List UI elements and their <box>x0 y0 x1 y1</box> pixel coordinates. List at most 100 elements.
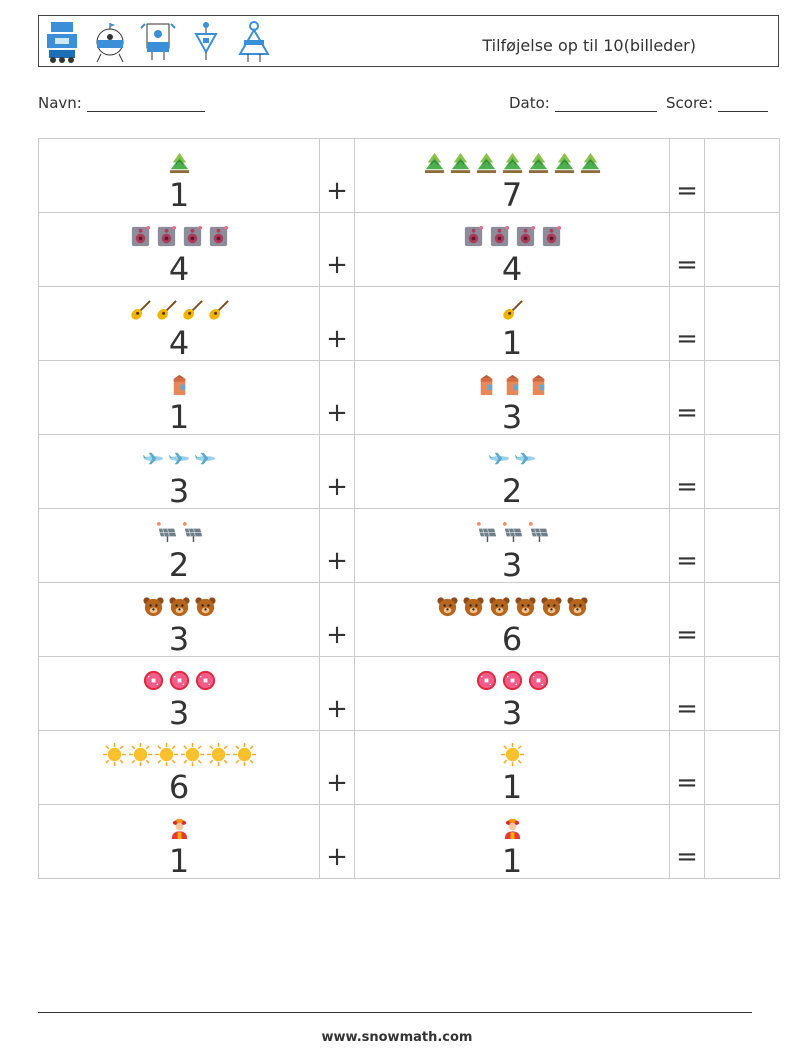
right-icon-group <box>355 594 669 622</box>
airplane-icon <box>168 447 191 474</box>
equals-sign-cell: = <box>669 508 705 583</box>
equals-sign-cell: = <box>669 656 705 731</box>
tree-icon <box>579 151 602 178</box>
answer-cell[interactable] <box>704 286 780 361</box>
speaker-icon <box>540 225 563 252</box>
guitar-icon <box>155 299 178 326</box>
answer-cell[interactable] <box>704 582 780 657</box>
left-icon-group <box>39 224 319 252</box>
equals-sign-cell: = <box>669 212 705 287</box>
problem-row: 3 +2 = <box>38 434 780 510</box>
answer-cell[interactable] <box>704 212 780 287</box>
donut-icon <box>475 669 498 696</box>
plus-sign-cell: + <box>319 212 355 287</box>
plus-sign-cell: + <box>319 434 355 509</box>
problem-row: 4 +1 = <box>38 286 780 362</box>
tree-icon <box>423 151 446 178</box>
left-operand-number: 1 <box>168 175 190 214</box>
answer-cell[interactable] <box>704 730 780 805</box>
right-operand-number: 1 <box>501 841 523 880</box>
plus-sign: + <box>326 620 348 650</box>
problem-row: 2 +3 = <box>38 508 780 584</box>
right-operand-number: 3 <box>501 545 523 584</box>
answer-cell[interactable] <box>704 656 780 731</box>
right-operand-cell: 1 <box>354 286 670 362</box>
answer-cell[interactable] <box>704 508 780 583</box>
name-field: Navn: <box>38 94 205 112</box>
left-operand-number: 4 <box>168 249 190 288</box>
tree-icon <box>168 151 191 178</box>
date-blank[interactable] <box>554 97 657 112</box>
left-operand-number: 3 <box>168 471 190 510</box>
left-icon-group <box>39 742 319 770</box>
tree-icon <box>527 151 550 178</box>
answer-cell[interactable] <box>704 434 780 509</box>
firefighter-icon <box>501 817 524 844</box>
problem-row: 1 +7 = <box>38 138 780 214</box>
problem-row: 3 +3 = <box>38 656 780 731</box>
equals-sign-cell: = <box>669 804 705 879</box>
left-icon-group <box>39 150 319 178</box>
score-blank[interactable] <box>717 97 768 112</box>
guitar-icon <box>129 299 152 326</box>
airplane-icon <box>142 447 165 474</box>
right-operand-cell: 4 <box>354 212 670 288</box>
left-operand-number: 4 <box>168 323 190 362</box>
left-operand-cell: 6 <box>38 730 320 805</box>
robot-4-icon <box>187 20 225 64</box>
equals-sign: = <box>676 546 698 576</box>
plus-sign: + <box>326 176 348 206</box>
equals-sign: = <box>676 842 698 872</box>
right-icon-group <box>355 668 669 696</box>
date-field: Dato: <box>509 94 657 112</box>
left-icon-group <box>39 520 319 548</box>
bear-icon <box>436 595 459 622</box>
answer-cell[interactable] <box>704 804 780 879</box>
robot-icon-row <box>43 20 273 64</box>
milk-carton-icon <box>475 373 498 400</box>
footer-divider <box>38 1012 752 1013</box>
milk-carton-icon <box>527 373 550 400</box>
bear-icon <box>566 595 589 622</box>
speaker-icon <box>129 225 152 252</box>
left-icon-group <box>39 298 319 326</box>
robot-1-icon <box>43 20 81 64</box>
donut-icon <box>527 669 550 696</box>
speaker-icon <box>488 225 511 252</box>
problem-row: 4 +4 = <box>38 212 780 288</box>
equals-sign-cell: = <box>669 582 705 657</box>
sun-icon <box>128 742 152 770</box>
equals-sign: = <box>676 176 698 206</box>
robot-3-icon <box>139 20 177 64</box>
left-icon-group <box>39 816 319 844</box>
guitar-icon <box>501 299 524 326</box>
right-operand-number: 1 <box>501 767 523 806</box>
tree-icon <box>449 151 472 178</box>
guitar-icon <box>207 299 230 326</box>
donut-icon <box>501 669 524 696</box>
plus-sign: + <box>326 250 348 280</box>
name-label: Navn: <box>38 94 82 112</box>
footer-url: www.snowmath.com <box>321 1030 473 1045</box>
equals-sign: = <box>676 324 698 354</box>
equals-sign: = <box>676 694 698 724</box>
right-icon-group <box>355 446 669 474</box>
plus-sign-cell: + <box>319 582 355 657</box>
tree-icon <box>501 151 524 178</box>
left-operand-number: 1 <box>168 397 190 436</box>
plus-sign-cell: + <box>319 360 355 435</box>
left-icon-group <box>39 668 319 696</box>
right-operand-cell: 1 <box>354 730 670 806</box>
worksheet-title: Tilføjelse op til 10(billeder) <box>482 36 696 55</box>
left-operand-cell: 4 <box>38 286 320 362</box>
sun-icon <box>180 742 204 770</box>
name-blank[interactable] <box>86 97 205 112</box>
answer-cell[interactable] <box>704 138 780 213</box>
speaker-icon <box>155 225 178 252</box>
equals-sign: = <box>676 768 698 798</box>
right-operand-number: 1 <box>501 323 523 362</box>
equals-sign: = <box>676 620 698 650</box>
answer-cell[interactable] <box>704 360 780 435</box>
speaker-icon <box>462 225 485 252</box>
right-operand-number: 4 <box>501 249 523 288</box>
